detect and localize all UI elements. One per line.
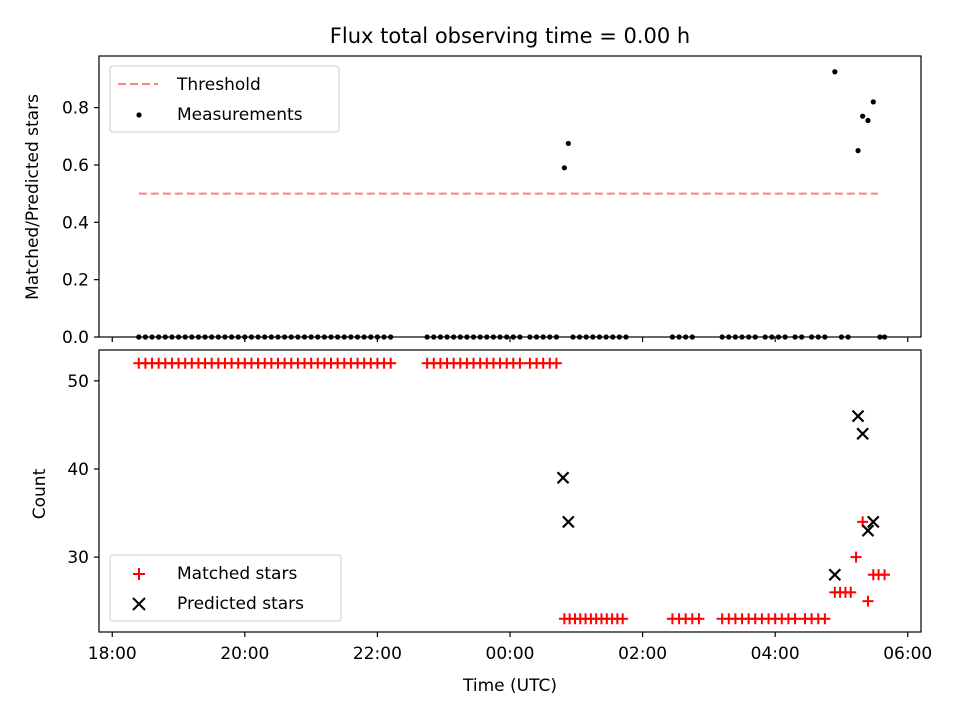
predicted-star-stroke-b <box>866 515 880 529</box>
bottom-plot-area <box>133 357 891 625</box>
measurements-legend-swatch <box>136 112 142 118</box>
matched-star-point <box>850 551 862 563</box>
bottom-y-tick-label: 30 <box>67 548 89 568</box>
matched-star-point <box>514 357 526 369</box>
bottom-y-ticks: 30 40 50 <box>67 372 99 568</box>
measurement-point <box>860 113 866 119</box>
predicted-star-point <box>861 524 875 537</box>
top-y-tick-label: 0.8 <box>62 99 89 119</box>
predicted-legend-swatch <box>132 597 146 611</box>
measurement-point <box>565 140 571 147</box>
top-y-tick-label: 0.6 <box>62 156 89 176</box>
top-y-tick-label: 0.4 <box>62 213 89 233</box>
bottom-y-axis-label: Count <box>30 468 50 519</box>
matched-legend-swatch <box>133 568 145 580</box>
x-tick-label: 02:00 <box>618 644 667 664</box>
bottom-legend: Matched stars Predicted stars <box>109 554 342 622</box>
top-axes: 0.00.20.40.60.8 Matched/Predicted stars … <box>23 55 922 348</box>
matched-legend-label: Matched stars <box>177 564 297 584</box>
top-y-ticks: 0.0 0.2 0.4 0.6 0.8 <box>62 99 99 348</box>
x-tick-label: 06:00 <box>883 644 932 664</box>
predicted-star-point <box>866 515 880 529</box>
matched-star-point <box>862 595 874 607</box>
matched-star-point <box>617 613 629 625</box>
top-legend-box <box>109 65 340 133</box>
measurement-point <box>832 69 838 75</box>
measurements-legend-label: Measurements <box>177 105 303 125</box>
top-axes-frame <box>98 55 922 338</box>
x-tick-label: 00:00 <box>486 644 535 664</box>
bottom-x-ticks: 18:00 20:00 22:00 00:00 02:00 04:00 06:00 <box>88 632 932 664</box>
predicted-star-stroke-b <box>556 471 570 485</box>
measurement-point <box>865 117 871 124</box>
predicted-star-stroke-b <box>861 524 875 537</box>
x-axis-label: Time (UTC) <box>462 676 557 696</box>
x-tick-label: 22:00 <box>353 644 402 664</box>
bottom-axes: 30 40 50 18:00 20:00 22:00 00:00 02:00 04:00 06:… <box>30 349 932 664</box>
predicted-star-point <box>828 568 842 581</box>
matched-star-point <box>385 357 397 369</box>
x-tick-label: 04:00 <box>751 644 800 664</box>
matched-star-point <box>819 613 831 625</box>
predicted-star-point <box>556 471 570 485</box>
predicted-star-stroke-b <box>856 427 869 440</box>
threshold-legend-label: Threshold <box>176 75 261 95</box>
predicted-star-point <box>851 409 865 423</box>
predicted-star-point <box>562 515 575 529</box>
predicted-star-stroke-b <box>851 409 865 423</box>
predicted-star-stroke-b <box>828 568 842 581</box>
matched-star-point <box>789 613 801 625</box>
x-tick-label: 20:00 <box>220 644 269 664</box>
measurement-point <box>561 165 567 171</box>
measurement-point <box>855 148 861 154</box>
predicted-star-stroke-b <box>562 515 575 529</box>
measurement-point <box>870 99 876 105</box>
x-tick-label: 18:00 <box>88 644 137 664</box>
top-y-axis-label: Matched/Predicted stars <box>23 94 43 300</box>
bottom-y-tick-label: 50 <box>67 372 89 392</box>
matched-star-point <box>845 586 857 598</box>
matched-star-point <box>879 569 891 581</box>
matched-star-point <box>693 613 705 625</box>
bottom-axes-frame <box>98 349 922 633</box>
bottom-y-tick-label: 40 <box>67 460 89 480</box>
top-y-tick-label: 0.0 <box>62 328 89 348</box>
predicted-star-point <box>856 427 869 440</box>
matched-star-point <box>550 357 562 369</box>
bottom-legend-box <box>109 554 342 622</box>
predicted-legend-label: Predicted stars <box>177 594 304 614</box>
top-y-tick-label: 0.2 <box>62 271 89 291</box>
top-legend: Threshold Measurements <box>109 65 340 133</box>
figure-title: Flux total observing time = 0.00 h <box>330 24 690 48</box>
